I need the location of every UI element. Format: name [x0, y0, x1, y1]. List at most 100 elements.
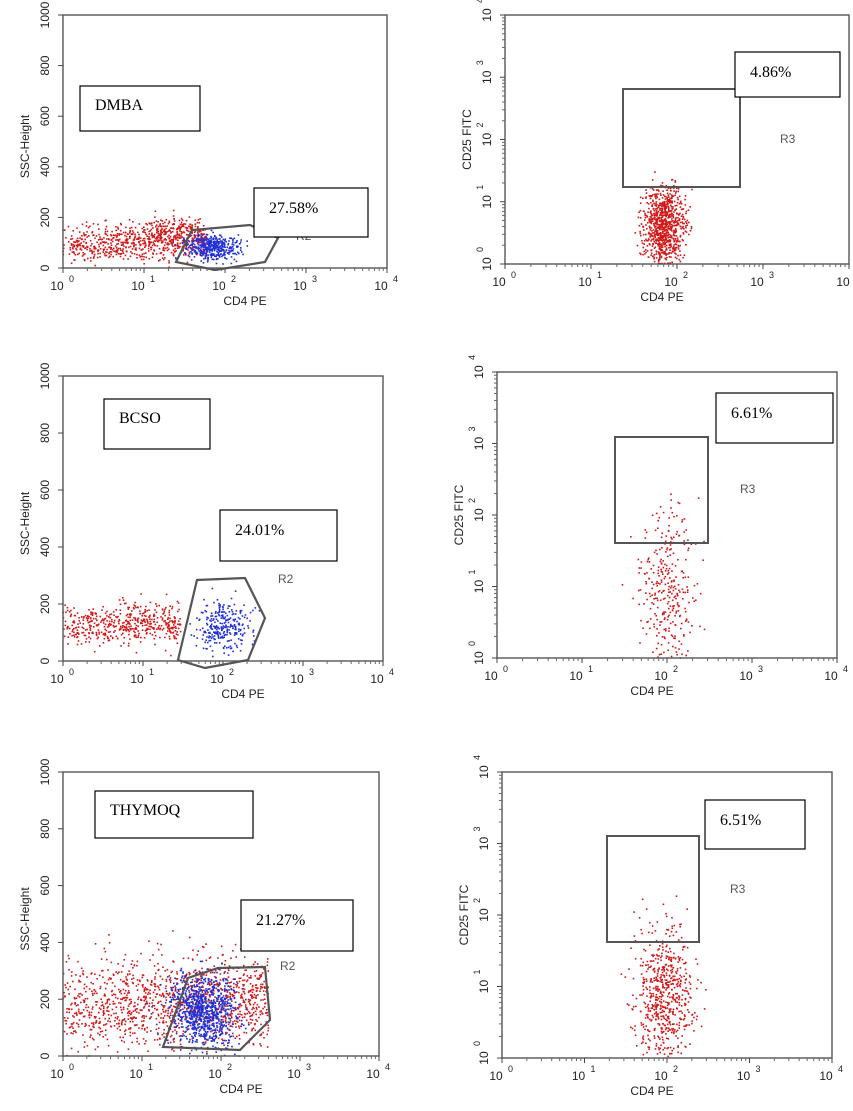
data-point — [228, 647, 230, 649]
x-tick-label: 10 — [293, 279, 307, 293]
data-point — [67, 1017, 69, 1019]
data-point — [682, 218, 684, 220]
data-point — [194, 256, 196, 258]
data-point — [83, 1009, 85, 1011]
x-tick-label: 10 — [290, 672, 304, 686]
data-point — [115, 971, 117, 973]
data-point — [88, 632, 90, 634]
data-point — [219, 606, 221, 608]
data-point — [157, 245, 159, 247]
data-point — [671, 585, 673, 587]
data-point — [131, 978, 133, 980]
data-point — [195, 223, 197, 225]
data-point — [99, 988, 101, 990]
data-point — [109, 1021, 111, 1023]
data-point — [668, 252, 670, 254]
data-point — [125, 982, 127, 984]
data-point — [688, 602, 690, 604]
gate-region — [623, 89, 740, 187]
data-point — [142, 254, 144, 256]
data-point — [181, 218, 183, 220]
data-point — [182, 232, 184, 234]
data-point — [214, 639, 216, 641]
data-point — [94, 623, 96, 625]
data-point — [639, 642, 641, 644]
data-point — [644, 573, 646, 575]
data-point — [249, 620, 251, 622]
data-point — [140, 1009, 142, 1011]
data-point — [662, 240, 664, 242]
data-point — [663, 251, 665, 253]
data-point — [159, 994, 161, 996]
data-point — [226, 647, 228, 649]
data-point — [191, 224, 193, 226]
data-point — [215, 612, 217, 614]
data-point — [85, 234, 87, 236]
data-point — [92, 993, 94, 995]
data-point — [682, 589, 684, 591]
data-point — [177, 642, 179, 644]
data-point — [217, 957, 219, 959]
data-point — [153, 614, 155, 616]
data-point — [665, 535, 667, 537]
data-point — [99, 1034, 101, 1036]
data-point — [91, 990, 93, 992]
data-point — [671, 230, 673, 232]
data-point — [255, 1019, 257, 1021]
data-point — [90, 260, 92, 262]
data-point — [70, 247, 72, 249]
data-point — [652, 201, 654, 203]
data-point — [96, 616, 98, 618]
data-point — [177, 237, 179, 239]
data-point — [244, 993, 246, 995]
data-point — [185, 254, 187, 256]
data-point — [253, 1027, 255, 1029]
data-point — [255, 995, 257, 997]
data-point — [136, 1024, 138, 1026]
data-point — [121, 244, 123, 246]
data-point — [144, 238, 146, 240]
data-point — [640, 235, 642, 237]
data-point — [113, 250, 115, 252]
data-point — [661, 592, 663, 594]
data-point — [238, 623, 240, 625]
data-point — [197, 232, 199, 234]
data-point — [154, 976, 156, 978]
data-point — [253, 630, 255, 632]
data-point — [175, 1026, 177, 1028]
data-point — [227, 995, 229, 997]
data-point — [243, 965, 245, 967]
data-point — [147, 980, 149, 982]
x-tick-exponent: 4 — [389, 667, 394, 677]
data-point — [232, 242, 234, 244]
data-point — [182, 1033, 184, 1035]
data-point — [198, 234, 200, 236]
data-point — [230, 624, 232, 626]
data-point — [154, 638, 156, 640]
data-point — [101, 620, 103, 622]
data-point — [95, 613, 97, 615]
data-point — [114, 986, 116, 988]
data-point — [93, 251, 95, 253]
data-point — [162, 979, 164, 981]
data-point — [686, 618, 688, 620]
data-point — [106, 1010, 108, 1012]
data-point — [210, 1010, 212, 1012]
data-point — [132, 628, 134, 630]
data-point — [173, 987, 175, 989]
data-point — [663, 512, 665, 514]
x-tick-exponent: 1 — [588, 664, 593, 674]
data-point — [125, 246, 127, 248]
data-point — [240, 247, 242, 249]
data-point — [645, 249, 647, 251]
data-point — [673, 537, 675, 539]
data-point — [234, 634, 236, 636]
data-point — [138, 636, 140, 638]
data-point — [657, 189, 659, 191]
data-point — [655, 242, 657, 244]
data-point — [196, 645, 198, 647]
data-point — [260, 986, 262, 988]
data-point — [89, 1017, 91, 1019]
data-point — [129, 232, 131, 234]
data-point — [653, 189, 655, 191]
